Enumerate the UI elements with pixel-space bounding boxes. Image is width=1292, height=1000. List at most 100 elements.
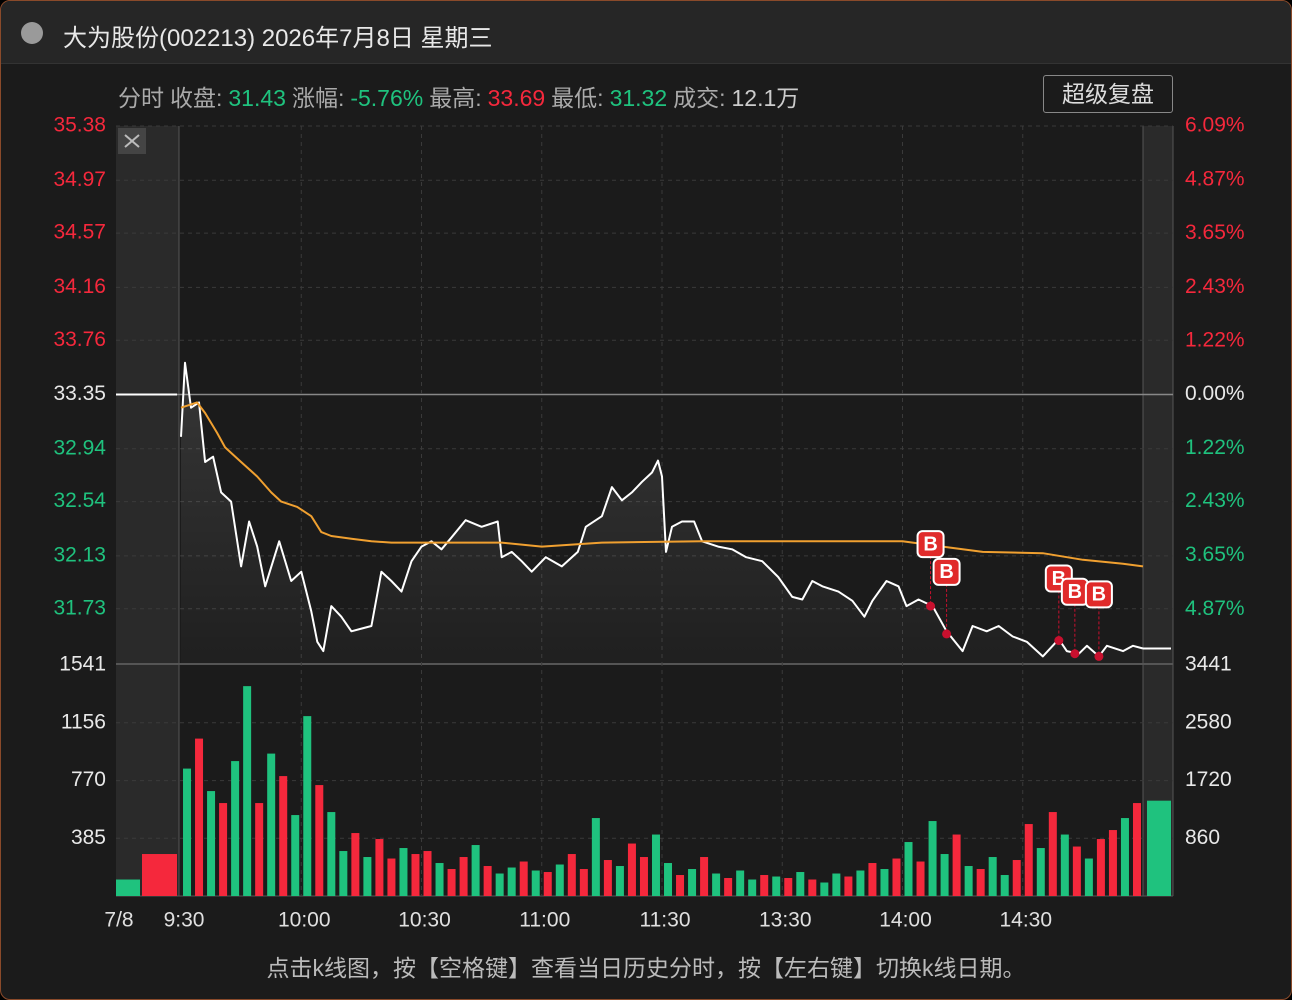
volume-bar [796,872,805,896]
marker-dot [1094,651,1104,661]
super-review-button[interactable]: 超级复盘 [1043,75,1173,113]
volume-bar [700,857,709,896]
volume-bar [615,866,624,896]
volume-bar [435,863,444,896]
y2-tick-label: 3.65% [1185,221,1245,244]
volume-bar [255,803,264,896]
volume-bar [736,870,745,896]
volume-bar [423,851,432,896]
x-tick-label: 11:30 [640,909,691,932]
volume-bar [339,851,348,896]
y2-tick-label: 2.43% [1185,275,1245,298]
volume-y2-tick-label: 860 [1185,826,1220,849]
info-value: 31.32 [609,85,668,111]
title-bar: 大为股份(002213) 2026年7月8日 星期三 [1,1,1291,64]
volume-bar [447,869,456,896]
volume-bar [1060,834,1069,896]
volume-bar [952,834,961,896]
volume-tick-label: 1156 [61,710,106,733]
volume-y2-tick-label: 1720 [1185,768,1232,791]
volume-bar [639,857,648,896]
volume-y2-tick-label: 3441 [1185,653,1232,676]
volume-bar [543,872,552,896]
volume-bar [940,854,949,896]
marker-label: B [923,533,937,555]
marker-dot [926,601,936,611]
volume-bar [664,863,673,896]
volume-bar [1084,858,1093,896]
marker-dot [1054,636,1064,646]
y-tick-label: 31.73 [53,596,106,619]
volume-bar [411,854,420,896]
y-tick-label: 34.97 [53,168,106,191]
volume-bar [219,803,228,896]
volume-bar [1000,875,1009,896]
volume-bar [471,845,480,896]
y-tick-label: 32.54 [53,489,106,512]
volume-bar [483,866,492,896]
volume-bar [1096,839,1105,896]
pre-volume-bar [142,854,177,896]
marker-label: B [1092,584,1106,606]
volume-bar [1024,824,1033,896]
volume-bar [591,818,600,896]
info-value: 33.69 [487,85,546,111]
volume-bar [844,876,853,896]
footer-hint: 点击k线图，按【空格键】查看当日历史分时，按【左右键】切换k线日期。 [266,955,1026,981]
volume-bar [988,857,997,896]
volume-bar [603,860,612,896]
x-tick-label: 10:30 [398,909,451,932]
volume-bar [808,879,817,896]
volume-bar [651,834,660,896]
average-line [180,401,1144,568]
y2-tick-label: 1.22% [1185,328,1245,351]
price-area [181,362,1143,663]
y-tick-label: 33.35 [53,382,106,405]
marker-dot [942,629,952,639]
volume-bar [760,875,769,896]
volume-bar [519,861,528,896]
y2-tick-label: 4.87% [1185,167,1245,190]
volume-bar [183,768,192,896]
volume-bar [880,869,889,896]
volume-bar [507,867,516,896]
y-tick-label: 35.38 [53,114,106,137]
volume-bar [291,815,300,896]
y-tick-label: 33.76 [53,328,106,351]
marker-label: B [1068,581,1082,603]
info-label: 涨幅: [291,85,345,111]
volume-tick-label: 1541 [59,653,106,676]
x-tick-label: 9:30 [164,909,205,932]
volume-bar [784,878,793,896]
marker-badge [932,557,961,586]
info-label: 分时 [118,85,164,111]
volume-bar [495,873,504,896]
volume-bar [964,866,973,896]
volume-bar [1036,848,1045,896]
volume-bar [327,812,336,896]
pre-auction-area [116,126,179,896]
volume-bar [375,839,384,896]
volume-bar [868,863,877,896]
volume-bar [195,738,204,896]
volume-bar [820,882,829,896]
x-tick-label: 14:30 [999,909,1052,932]
volume-bar [243,686,252,896]
volume-bar [627,843,636,896]
y-tick-label: 32.94 [53,436,106,459]
info-label: 成交: [673,85,726,111]
y2-tick-label: 6.09% [1185,114,1245,137]
volume-bar [1120,818,1129,896]
y-tick-label: 32.13 [53,543,106,566]
close-icon-x [124,134,140,148]
volume-bar [928,821,937,896]
volume-y2-tick-label: 2580 [1185,710,1232,733]
y2-tick-label: 0.00% [1185,382,1245,405]
volume-bar [555,864,564,896]
volume-bar [676,875,685,896]
window-button[interactable] [21,22,43,44]
volume-bar [531,870,540,896]
info-label: 最低: [551,85,604,111]
